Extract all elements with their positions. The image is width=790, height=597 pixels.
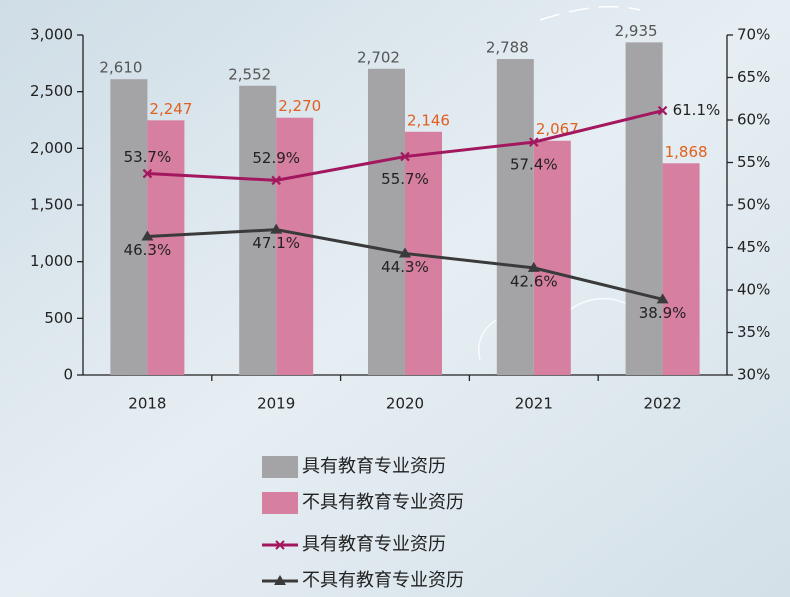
marker bbox=[657, 105, 668, 116]
x-tick-label: 2021 bbox=[515, 395, 553, 413]
line-value-label: 46.3% bbox=[124, 241, 172, 259]
legend-label: 不具有教育专业资历 bbox=[302, 570, 464, 591]
bar-value-label: 2,247 bbox=[149, 100, 192, 118]
bar-value-label: 2,270 bbox=[278, 97, 321, 115]
bar-value-label: 2,702 bbox=[357, 48, 400, 66]
marker bbox=[270, 223, 283, 234]
marker bbox=[529, 137, 539, 147]
bar bbox=[496, 59, 534, 375]
y-tick-label: 2,500 bbox=[30, 82, 73, 100]
marker bbox=[141, 230, 154, 241]
legend-label: 具有教育专业资历 bbox=[302, 456, 446, 477]
bar-value-label: 2,935 bbox=[615, 22, 658, 40]
x-tick-label: 2018 bbox=[128, 395, 166, 413]
bar bbox=[276, 117, 314, 375]
x-tick-label: 2020 bbox=[386, 395, 424, 413]
bar-value-label: 2,146 bbox=[407, 111, 450, 129]
y-tick-label: 1,500 bbox=[30, 196, 73, 214]
legend-marker bbox=[274, 575, 286, 585]
line-value-label: 38.9% bbox=[639, 304, 687, 322]
y-tick-label: 2,000 bbox=[30, 139, 73, 157]
legend-swatch bbox=[262, 492, 298, 514]
bar-value-label: 2,788 bbox=[486, 39, 529, 57]
marker bbox=[527, 261, 540, 272]
legend-swatch bbox=[262, 456, 298, 478]
y2-tick-label: 35% bbox=[737, 323, 770, 341]
line-value-label: 57.4% bbox=[510, 156, 558, 174]
bar-value-label: 2,610 bbox=[99, 59, 142, 77]
decoration bbox=[539, 5, 641, 21]
line-value-label: 61.1% bbox=[673, 101, 721, 119]
marker bbox=[142, 168, 153, 179]
bar bbox=[625, 42, 663, 375]
marker bbox=[271, 175, 281, 186]
bar-value-label: 1,868 bbox=[665, 143, 708, 161]
bar bbox=[368, 68, 405, 376]
y2-tick-label: 70% bbox=[737, 26, 770, 44]
line-value-label: 42.6% bbox=[510, 272, 558, 290]
y2-tick-label: 65% bbox=[737, 68, 770, 86]
y2-tick-label: 60% bbox=[737, 111, 770, 129]
y-tick-label: 1,000 bbox=[30, 252, 73, 270]
y-tick-label: 3,000 bbox=[30, 26, 73, 44]
y2-tick-label: 55% bbox=[737, 153, 770, 171]
line-value-label: 55.7% bbox=[381, 170, 429, 188]
marker bbox=[656, 293, 669, 304]
legend-marker bbox=[275, 540, 285, 550]
line-value-label: 47.1% bbox=[252, 234, 300, 252]
y2-tick-label: 50% bbox=[737, 196, 770, 214]
legend-label: 不具有教育专业资历 bbox=[302, 492, 464, 513]
bar bbox=[662, 163, 700, 375]
line-value-label: 44.3% bbox=[381, 258, 429, 276]
line-value-label: 53.7% bbox=[124, 148, 172, 166]
bar bbox=[147, 120, 185, 375]
legend-label: 具有教育专业资历 bbox=[302, 534, 446, 555]
y-tick-label: 0 bbox=[63, 366, 73, 384]
x-tick-label: 2019 bbox=[257, 395, 295, 413]
marker bbox=[400, 151, 410, 162]
marker bbox=[399, 247, 411, 258]
y2-tick-label: 40% bbox=[737, 281, 770, 299]
x-tick-label: 2022 bbox=[644, 395, 682, 413]
y2-tick-label: 45% bbox=[737, 238, 770, 256]
bar bbox=[110, 79, 148, 375]
y-tick-label: 500 bbox=[44, 309, 73, 327]
y2-tick-label: 30% bbox=[737, 366, 770, 384]
line-value-label: 52.9% bbox=[252, 149, 300, 167]
bar bbox=[533, 140, 571, 375]
bar-value-label: 2,552 bbox=[228, 65, 271, 83]
